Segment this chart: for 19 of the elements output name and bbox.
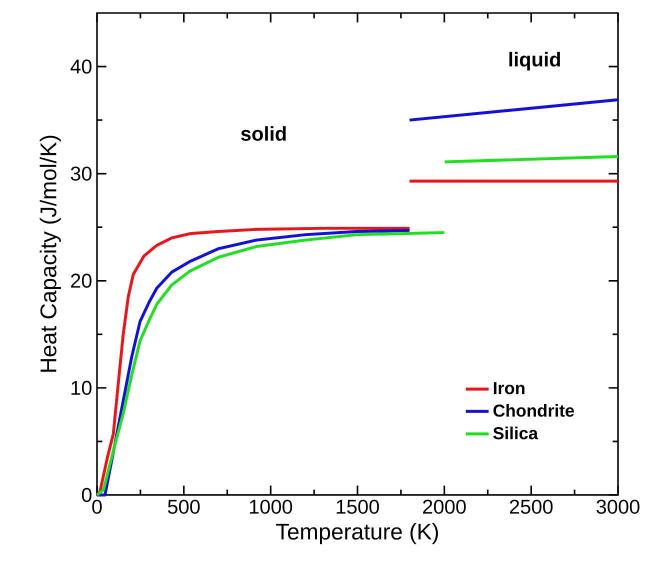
y-tick-label: 0 — [82, 488, 92, 502]
y-tick-label: 20 — [71, 274, 92, 288]
x-tick-label: 3000 — [596, 500, 640, 514]
legend-label: Chondrite — [493, 404, 574, 417]
y-tick-label: 30 — [70, 166, 92, 181]
annotation: solid — [241, 126, 286, 141]
legend-label: Silica — [493, 426, 538, 440]
x-tick-label: 1000 — [250, 500, 292, 514]
y-tick-label: 10 — [72, 380, 92, 395]
y-axis-title: Heat Capacity (J/mol/K) — [40, 136, 61, 372]
x-tick-label: 0 — [92, 500, 102, 514]
legend-label: Iron — [494, 382, 524, 394]
x-tick-label: 1500 — [336, 500, 379, 514]
annotation: liquid — [509, 52, 560, 71]
x-axis-title: Temperature (K) — [276, 523, 438, 544]
x-tick-label: 2000 — [423, 500, 466, 514]
y-tick-label: 40 — [70, 59, 92, 74]
x-tick-label: 500 — [168, 500, 200, 514]
x-tick-label: 2500 — [510, 500, 553, 514]
